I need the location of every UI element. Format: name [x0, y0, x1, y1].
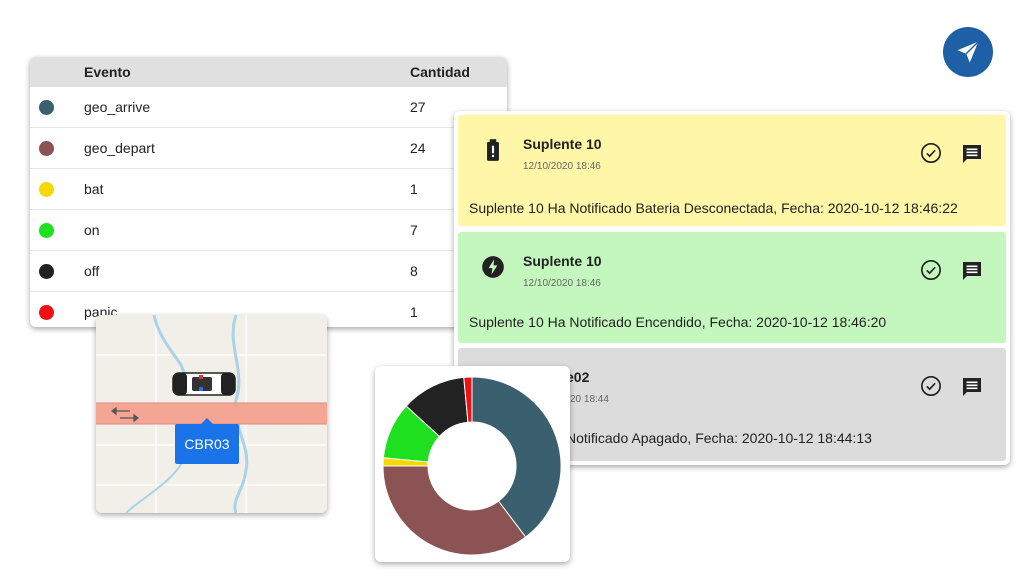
notification-title: Suplente 10	[523, 136, 602, 152]
table-header: Evento Cantidad	[30, 57, 507, 87]
check-circle-icon[interactable]	[920, 375, 942, 397]
event-count: 1	[410, 181, 418, 197]
event-name: off	[84, 263, 100, 279]
donut-chart	[382, 376, 562, 556]
event-name: geo_depart	[84, 140, 155, 156]
check-circle-icon[interactable]	[920, 259, 942, 281]
event-count: 24	[410, 140, 426, 156]
power-bolt-icon	[480, 254, 506, 280]
notification-title: Suplente 10	[523, 253, 602, 269]
notification-time: 12/10/2020 18:46	[523, 161, 601, 172]
notification-message: Notificado Apagado, Fecha: 2020-10-12 18…	[566, 430, 872, 446]
event-name: on	[84, 222, 100, 238]
table-row: on 7	[30, 210, 507, 251]
event-color-dot	[38, 222, 54, 238]
donut-slice-geo-arrive[interactable]	[471, 376, 562, 538]
navigation-arrow-icon	[957, 41, 979, 63]
message-icon[interactable]	[960, 142, 984, 166]
notification-time: 20 18:44	[570, 394, 609, 405]
header-event: Evento	[84, 64, 131, 80]
battery-alert-icon	[480, 137, 506, 163]
event-color-dot	[38, 304, 54, 320]
message-icon[interactable]	[960, 375, 984, 399]
donut-slice-panic[interactable]	[463, 376, 473, 423]
table-row: geo_arrive 27	[30, 87, 507, 128]
table-row: geo_depart 24	[30, 128, 507, 169]
event-count: 8	[410, 263, 418, 279]
event-count: 1	[410, 304, 418, 320]
notification-card[interactable]: Suplente 10 12/10/2020 18:46 Suplente 10 H…	[458, 232, 1006, 343]
notification-card[interactable]: Suplente 10 12/10/2020 18:46 Suplente 10 H…	[458, 115, 1006, 226]
event-color-dot	[38, 181, 54, 197]
event-count: 7	[410, 222, 418, 238]
header-count: Cantidad	[410, 64, 470, 80]
map-label-pointer	[201, 418, 213, 424]
notification-time: 12/10/2020 18:46	[523, 278, 601, 289]
event-color-dot	[38, 99, 54, 115]
event-count: 27	[410, 99, 426, 115]
event-table: Evento Cantidad geo_arrive 27 geo_depart 24…	[30, 57, 507, 327]
event-name: bat	[84, 181, 104, 197]
notification-panel: Suplente 10 12/10/2020 18:46 Suplente 10 H…	[454, 111, 1010, 465]
navigation-button[interactable]	[943, 27, 993, 77]
notification-message: Suplente 10 Ha Notificado Bateria Descon…	[469, 200, 958, 216]
donut-chart-card	[375, 366, 570, 562]
event-color-dot	[38, 140, 54, 156]
table-row: off 8	[30, 251, 507, 292]
event-color-dot	[38, 263, 54, 279]
table-row: bat 1	[30, 169, 507, 210]
donut-slice-geo-depart[interactable]	[382, 465, 527, 556]
notification-message: Suplente 10 Ha Notificado Encendido, Fec…	[469, 314, 887, 330]
event-name: geo_arrive	[84, 99, 151, 115]
police-car-icon[interactable]	[172, 372, 236, 396]
message-icon[interactable]	[960, 259, 984, 283]
notification-title: e02	[566, 369, 590, 385]
check-circle-icon[interactable]	[920, 142, 942, 164]
map-view[interactable]	[96, 315, 327, 513]
map-canvas	[96, 315, 327, 513]
vehicle-label[interactable]: CBR03	[175, 424, 239, 464]
